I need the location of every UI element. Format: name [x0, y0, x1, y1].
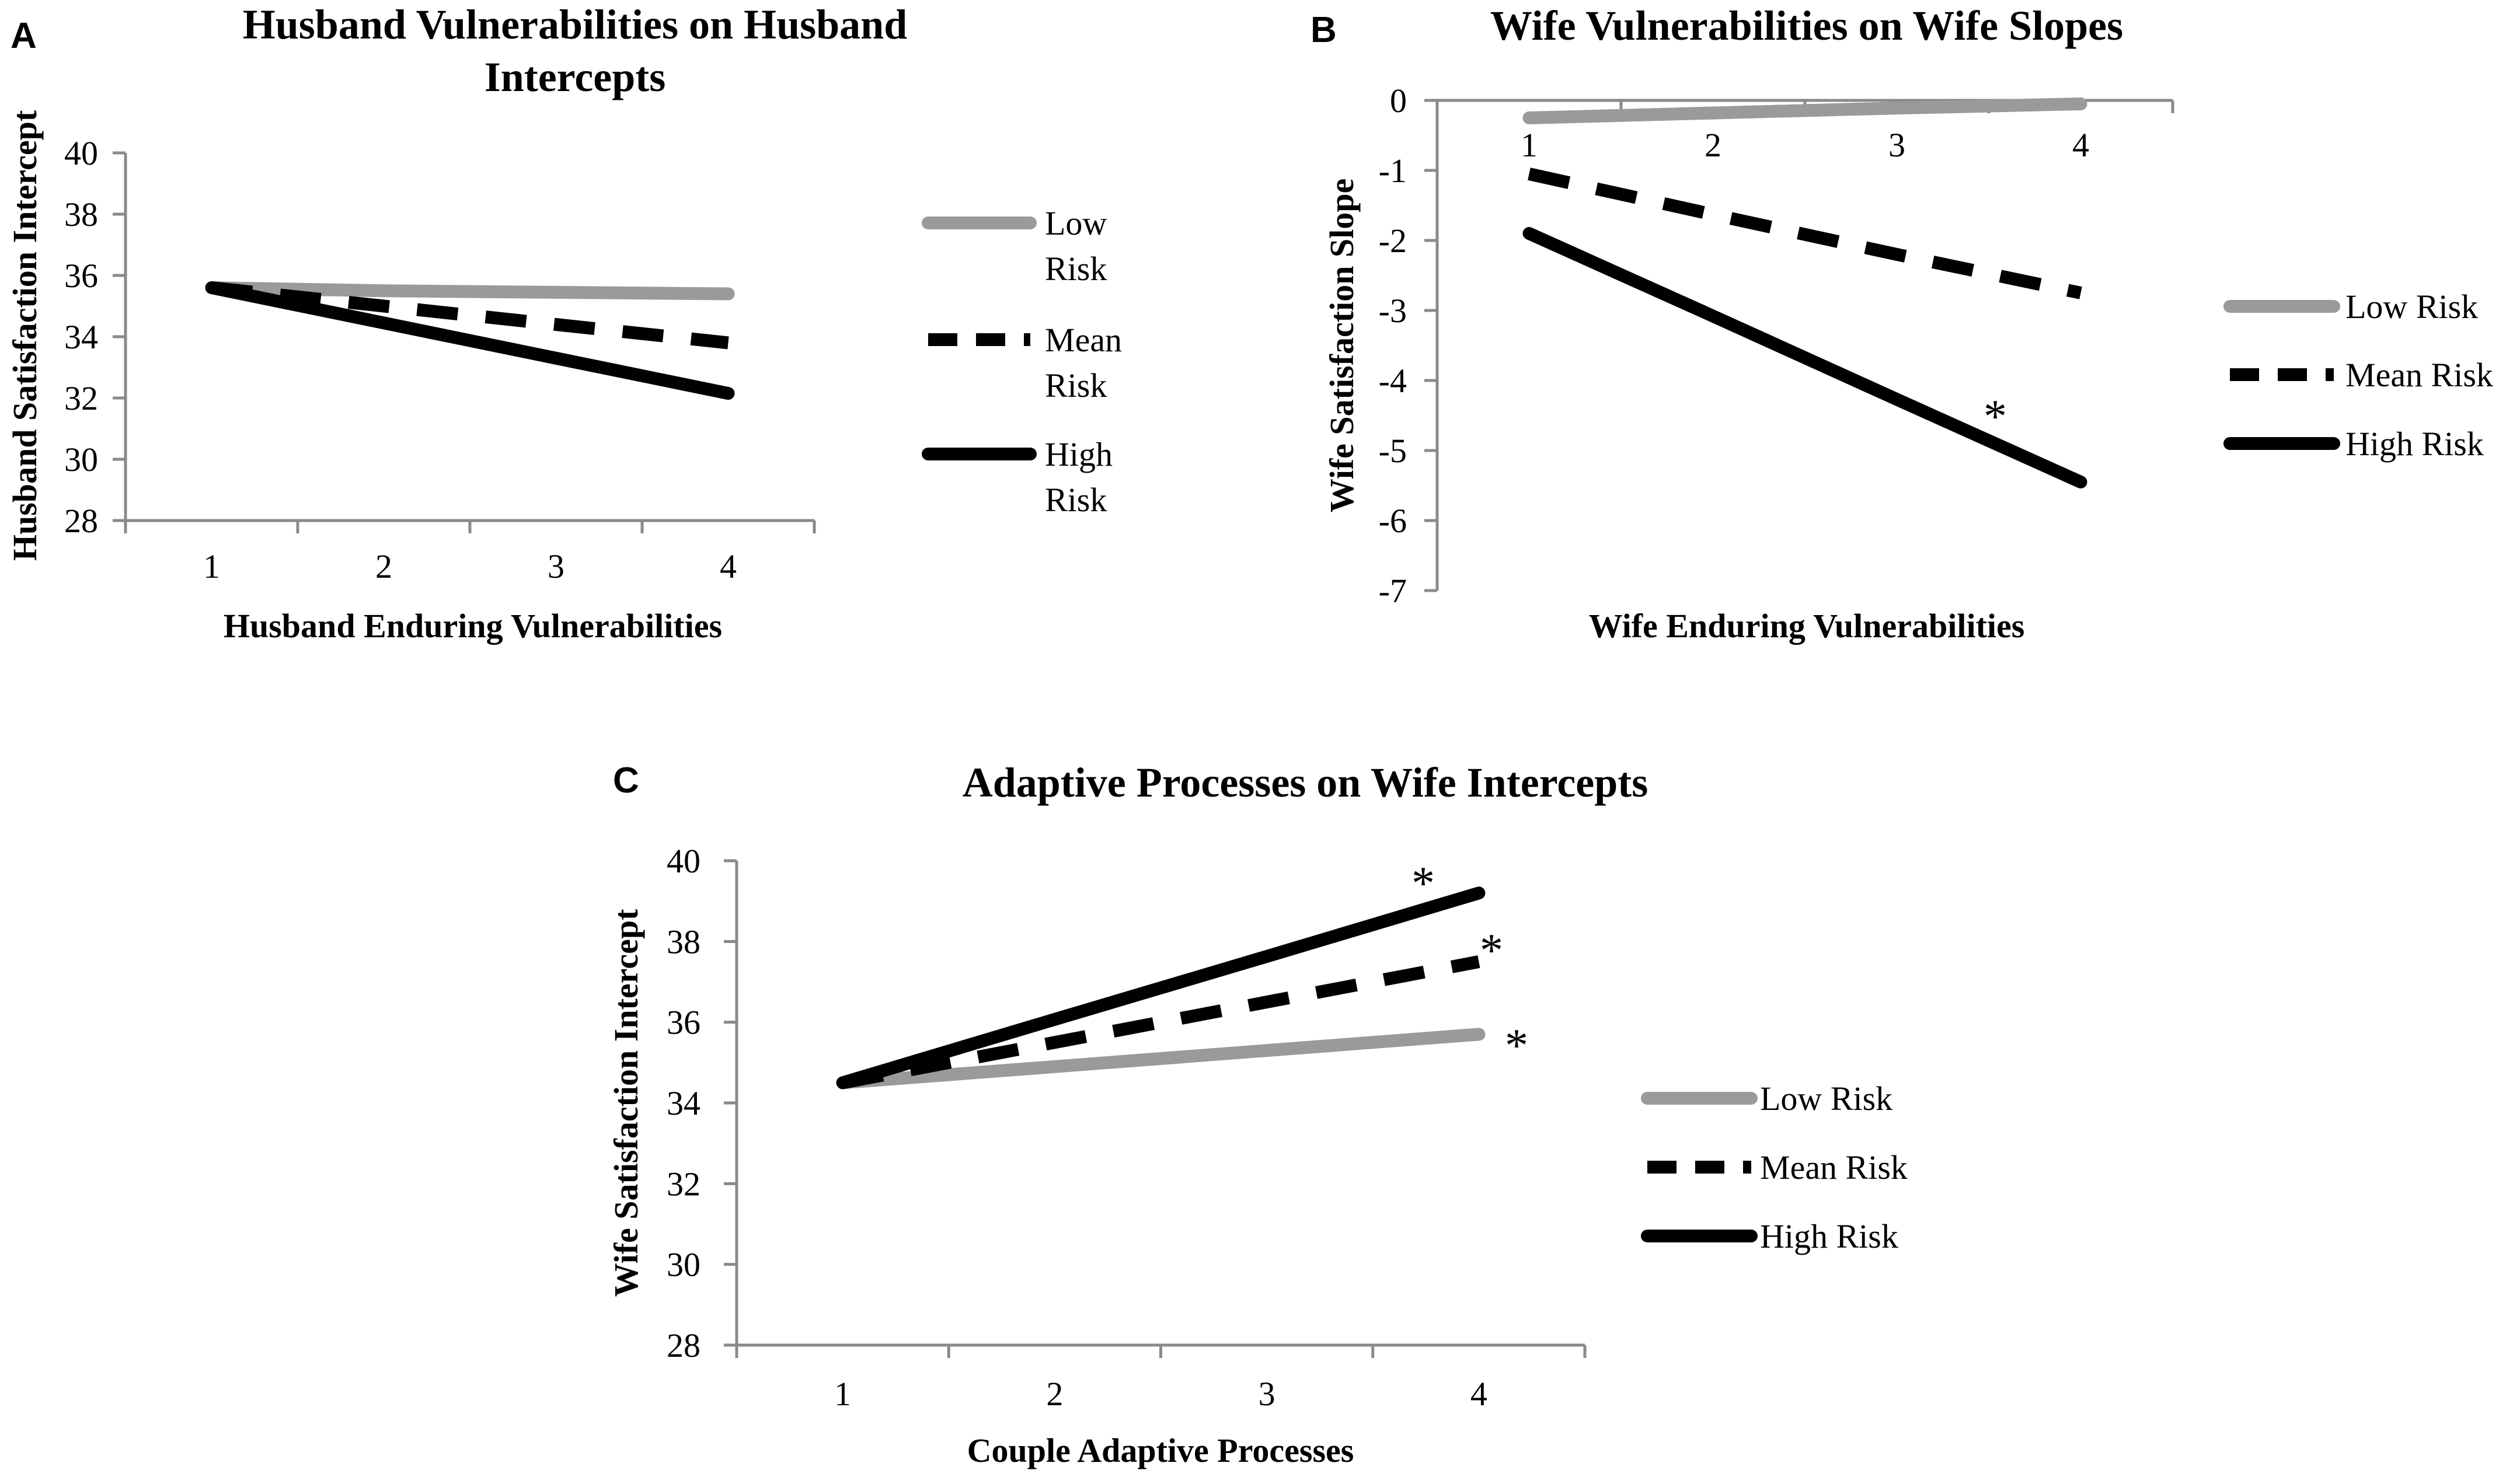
legend-label: Risk [1045, 366, 1107, 404]
significance-marker: * [1411, 858, 1435, 909]
legend-label: Mean Risk [1760, 1148, 1908, 1186]
y-tick-label: -3 [1379, 292, 1407, 330]
y-tick-label: -5 [1379, 432, 1407, 470]
y-tick-label: 32 [667, 1165, 700, 1203]
legend-label: Low [1045, 204, 1107, 242]
y-tick-label: 40 [64, 134, 98, 172]
y-tick-label: 32 [64, 379, 98, 417]
y-axis-label: Husband Satisfaction Intercept [6, 110, 44, 561]
x-tick-label: 3 [1259, 1375, 1275, 1413]
y-tick-label: 36 [667, 1004, 700, 1042]
legend-label: High Risk [1760, 1217, 1898, 1255]
x-tick-label: 2 [375, 547, 392, 585]
legend-label: High [1045, 435, 1113, 473]
y-tick-label: 0 [1390, 82, 1407, 120]
x-tick-label: 3 [548, 547, 564, 585]
legend-label: Low Risk [2345, 288, 2478, 326]
chart-panel-a: A Husband Vulnerabilities on Husband Inter… [6, 1, 1122, 645]
panel-label: C [613, 760, 639, 801]
y-tick-label: 34 [64, 318, 98, 356]
chart-title: Wife Vulnerabilities on Wife Slopes [1490, 2, 2123, 49]
chart-title: Husband Vulnerabilities on Husband [243, 1, 908, 48]
y-tick-label: -4 [1379, 362, 1407, 400]
x-tick-label: 4 [1470, 1375, 1487, 1413]
x-tick-label: 4 [720, 547, 737, 585]
legend-label: Mean [1045, 321, 1122, 359]
x-tick-label: 1 [203, 547, 220, 585]
panel-label: A [11, 16, 37, 56]
series-line-mean-risk [1528, 167, 2082, 299]
y-tick-label: 40 [667, 842, 700, 880]
chart-panel-c: C Adaptive Processes on Wife Intercepts 28… [607, 759, 1908, 1469]
y-tick-label: 38 [667, 923, 700, 961]
y-axis-label: Wife Satisfaction Slope [1323, 179, 1361, 513]
y-tick-label: 34 [667, 1084, 700, 1122]
chart-title: Adaptive Processes on Wife Intercepts [963, 759, 1648, 806]
y-tick-label: 36 [64, 257, 98, 295]
chart-panel-b: B Wife Vulnerabilities on Wife Slopes 0 -1 -… [1310, 2, 2493, 645]
x-tick-label: 2 [1046, 1375, 1063, 1413]
series-line-mean-risk [211, 281, 729, 350]
series-line-low-risk [836, 1028, 1486, 1090]
significance-marker: * [1505, 1020, 1528, 1071]
y-tick-label: -1 [1379, 152, 1407, 190]
y-tick-label: 28 [667, 1326, 700, 1364]
series-line-high-risk [836, 886, 1486, 1090]
legend-label: High Risk [2345, 425, 2484, 463]
series-line-low-risk [1522, 97, 2087, 124]
x-axis-label: Couple Adaptive Processes [967, 1431, 1354, 1469]
x-tick-label: 3 [1888, 126, 1905, 164]
x-axis-label: Wife Enduring Vulnerabilities [1589, 607, 2025, 645]
legend-label: Risk [1045, 250, 1107, 288]
y-axis-label: Wife Satisfaction Intercept [607, 909, 645, 1297]
series-line-mean-risk [841, 955, 1480, 1090]
y-tick-label: 28 [64, 502, 98, 540]
y-tick-label: 38 [64, 195, 98, 233]
significance-marker: * [1984, 391, 2007, 442]
y-tick-label: -6 [1379, 502, 1407, 540]
panel-label: B [1310, 10, 1337, 50]
chart-title: Intercepts [485, 54, 666, 100]
x-tick-label: 1 [834, 1375, 851, 1413]
legend-label: Mean Risk [2345, 356, 2493, 394]
significance-marker: * [1480, 925, 1503, 976]
series-line-low-risk [205, 281, 735, 301]
x-tick-label: 1 [1521, 126, 1538, 164]
y-tick-label: -2 [1379, 222, 1407, 260]
legend-label: Risk [1045, 481, 1107, 519]
y-tick-label: 30 [64, 441, 98, 479]
y-tick-label: 30 [667, 1246, 700, 1284]
legend-label: Low Risk [1760, 1080, 1892, 1118]
x-tick-label: 2 [1705, 126, 1721, 164]
series-line-high-risk [205, 281, 735, 400]
x-axis-label: Husband Enduring Vulnerabilities [224, 607, 722, 645]
series-line-high-risk [1522, 227, 2087, 488]
y-tick-label: -7 [1379, 572, 1407, 610]
x-tick-label: 4 [2072, 126, 2089, 164]
